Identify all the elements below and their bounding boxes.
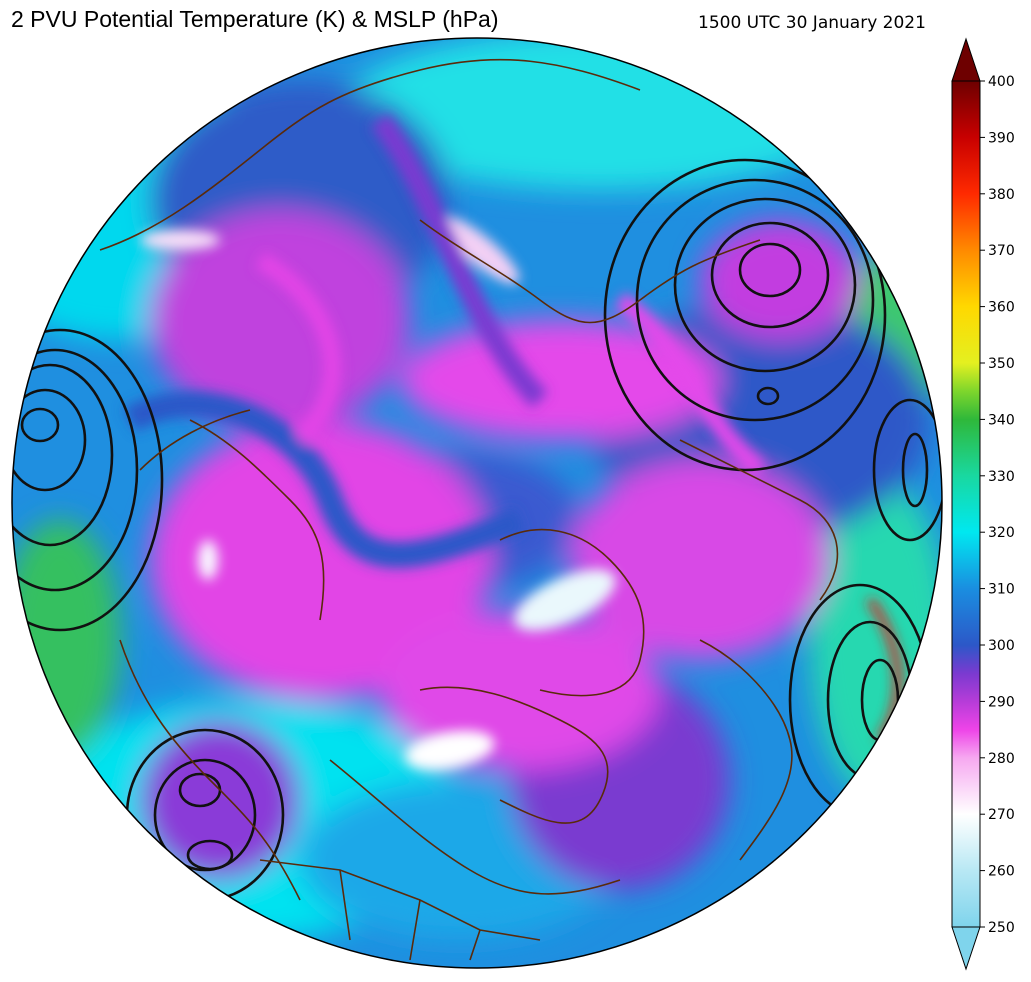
colorbar: 250 260 270 280 290 300 310 320 330 340 350 360 370 3… — [951, 37, 1015, 971]
colorbar-tick-label: 380 — [988, 187, 1015, 203]
colorbar-tick-label: 250 — [988, 920, 1015, 936]
colorbar-ticks: 250 260 270 280 290 300 310 320 330 340 350 360 370 3… — [980, 74, 1015, 936]
globe-field — [12, 38, 942, 968]
colorbar-tick-label: 300 — [988, 638, 1015, 654]
colorbar-bar — [951, 80, 981, 928]
coastlines — [99, 58, 839, 961]
polar-map — [11, 37, 943, 969]
colorbar-min-extension — [951, 926, 981, 971]
colorbar-tick-label: 340 — [988, 412, 1015, 428]
colorbar-tick-label: 360 — [988, 300, 1015, 316]
colorbar-tick-label: 330 — [988, 469, 1015, 485]
colorbar-tick-label: 390 — [988, 130, 1015, 146]
colorbar-tick-label: 370 — [988, 243, 1015, 259]
colorbar-tick-label: 400 — [988, 74, 1015, 90]
colorbar-tick-label: 270 — [988, 807, 1015, 823]
colorbar-max-extension — [951, 37, 981, 82]
colorbar-tick-label: 280 — [988, 751, 1015, 767]
globe-outline — [11, 37, 943, 969]
colorbar-tick-label: 350 — [988, 356, 1015, 372]
map-title: 2 PVU Potential Temperature (K) & MSLP (… — [11, 6, 499, 32]
colorbar-tick-label: 260 — [988, 864, 1015, 880]
colorbar-tick-label: 310 — [988, 582, 1015, 598]
colorbar-tick-label: 320 — [988, 525, 1015, 541]
valid-time-label: 1500 UTC 30 January 2021 — [698, 13, 926, 33]
colorbar-tick-label: 290 — [988, 694, 1015, 710]
